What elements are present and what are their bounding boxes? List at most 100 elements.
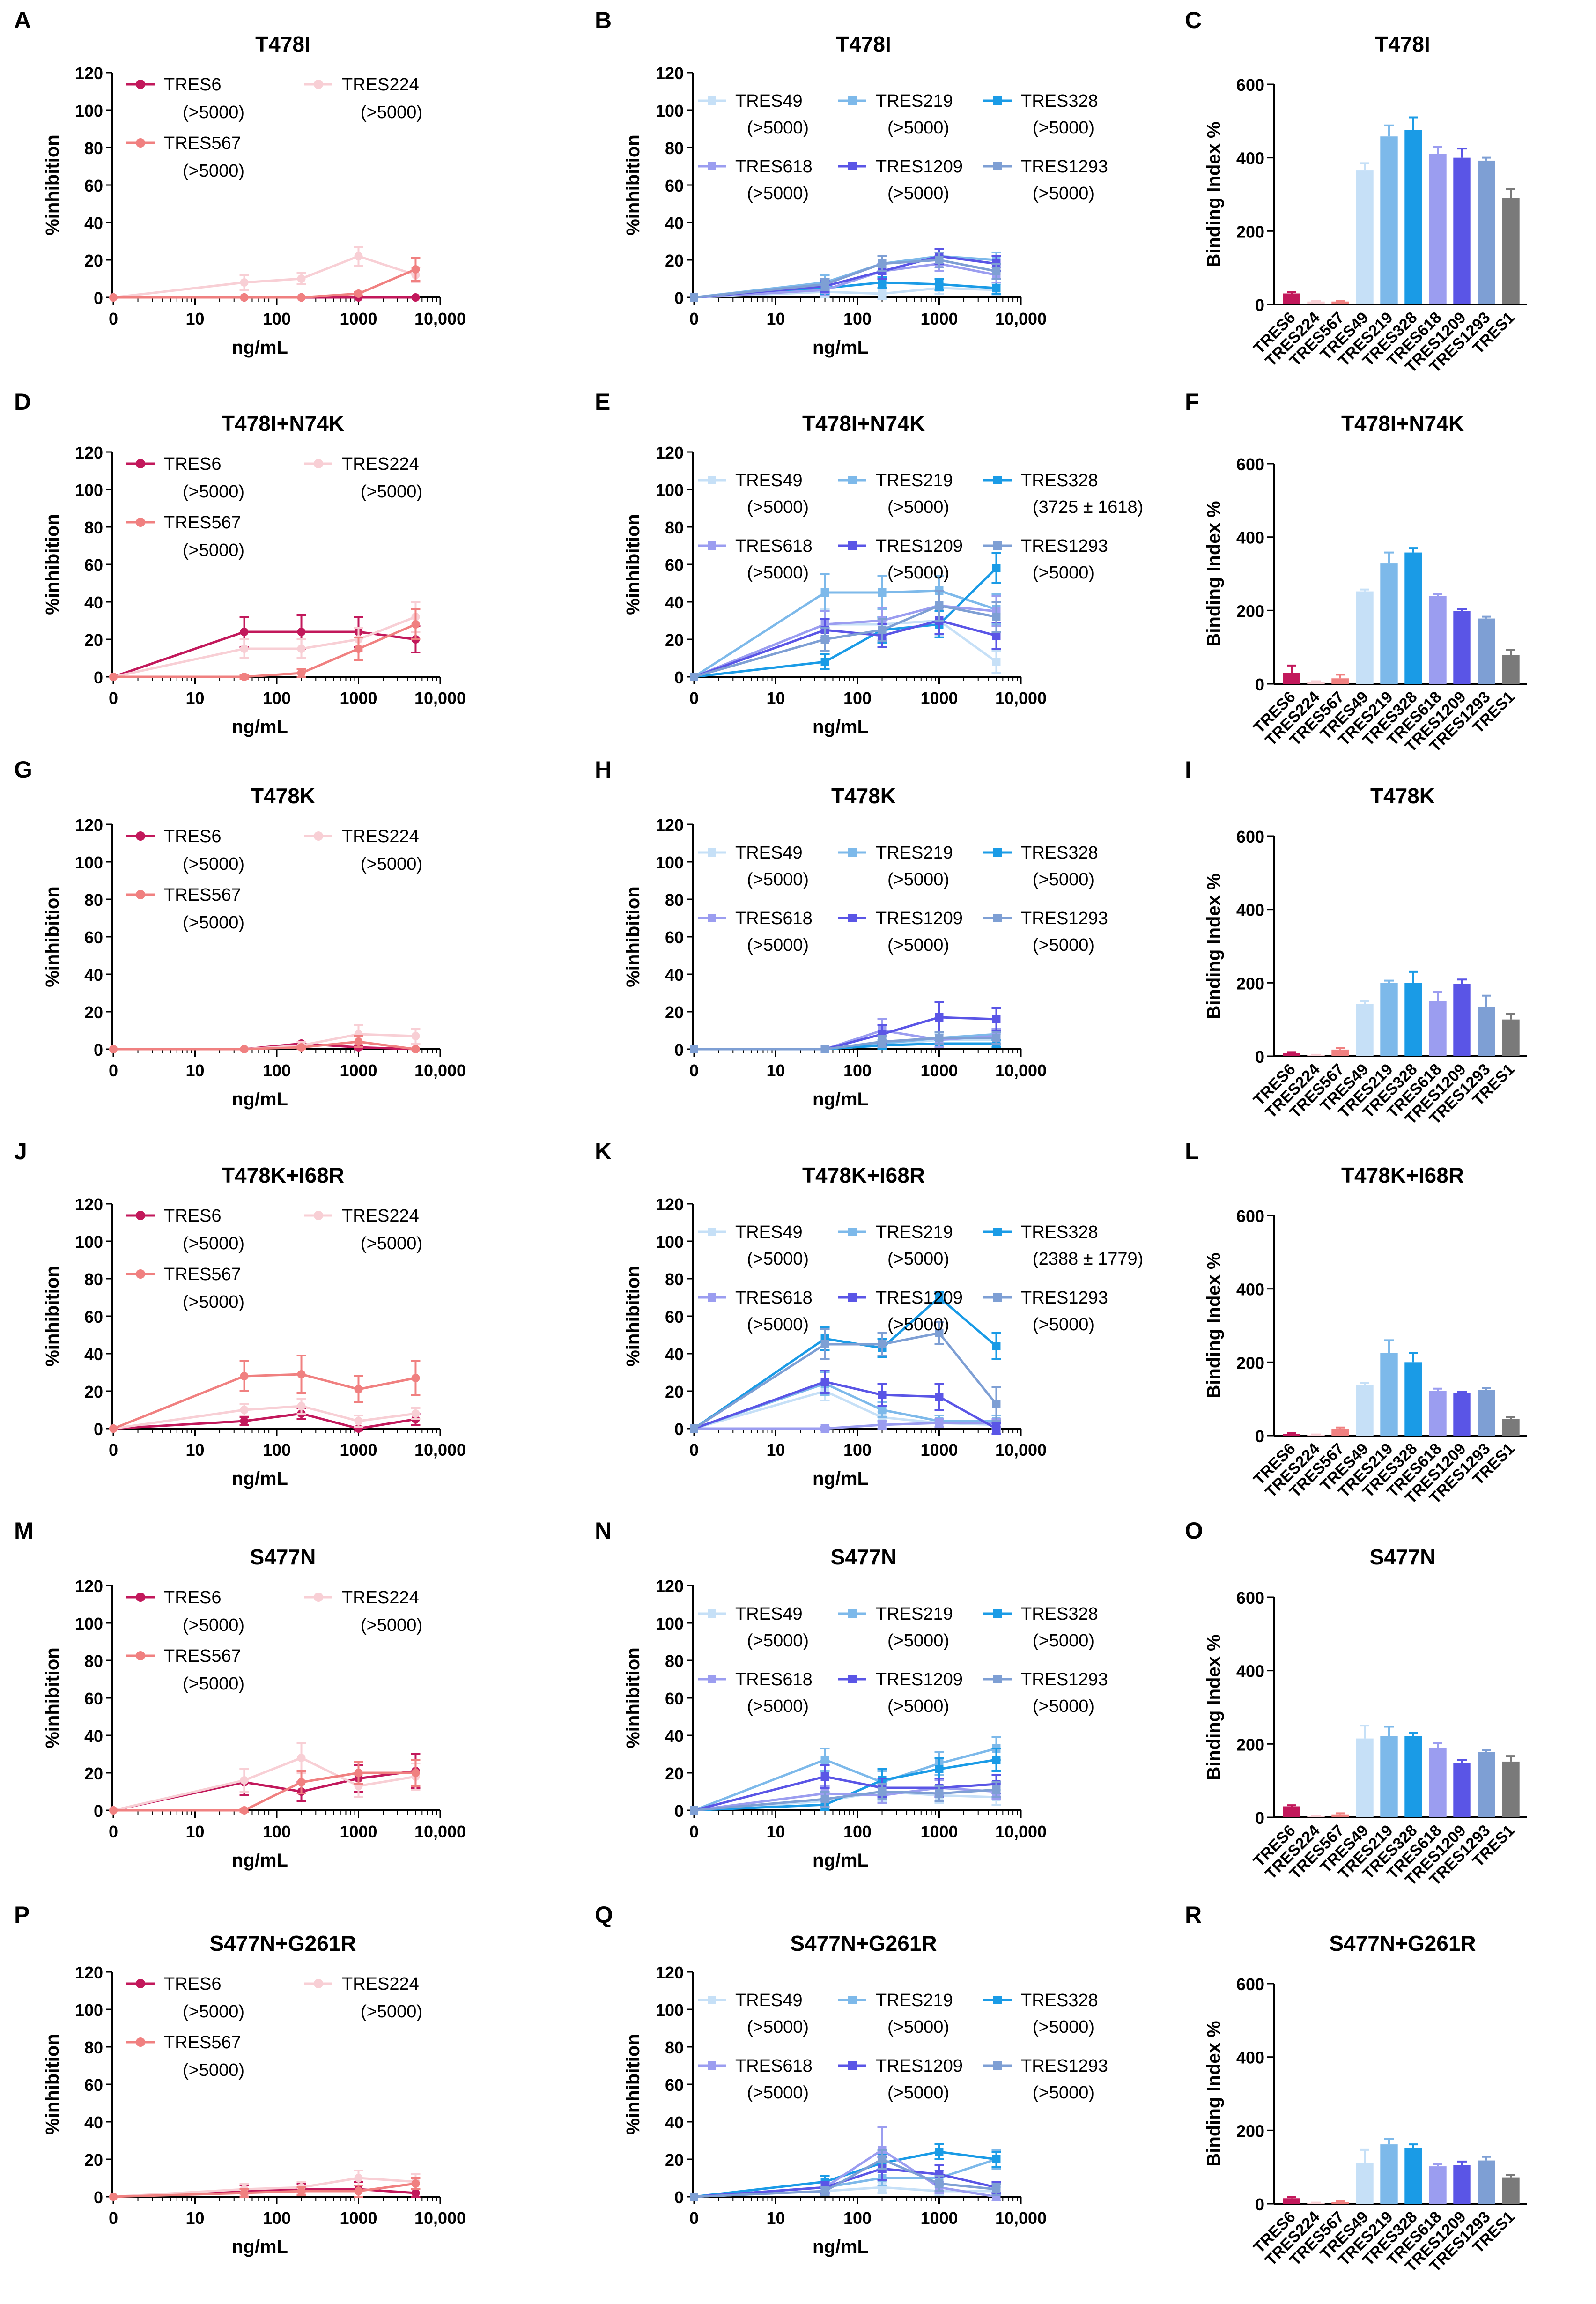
legend-marker	[136, 138, 145, 148]
data-point-TRES567	[297, 293, 306, 302]
series-line-TRES224	[113, 2177, 416, 2198]
data-point-TRES567	[240, 293, 249, 302]
chart-title: T478K	[251, 784, 315, 808]
y-tick-label: 0	[674, 1040, 684, 1059]
x-axis-label: ng/mL	[813, 1089, 869, 1110]
data-point-TRES567	[354, 1037, 363, 1046]
data-point-TRES49	[992, 658, 1001, 666]
legend-marker	[993, 1675, 1002, 1683]
y-axis-label: %inhibition	[623, 886, 643, 987]
data-point-TRES328	[935, 1293, 944, 1302]
legend-marker	[136, 2037, 145, 2047]
panel-G: G T478K 0 20 40 60 80 100 120 0 10 100 1000 10,000 ng/…	[14, 756, 466, 1110]
data-point-TRES567	[411, 1045, 420, 1053]
bar-TRES1293	[1478, 1752, 1495, 1817]
y-tick-label: 120	[656, 1195, 684, 1214]
y-axis-label: %inhibition	[42, 886, 63, 987]
y-axis-label: %inhibition	[623, 2034, 643, 2135]
chart-title: T478I	[255, 32, 310, 56]
y-tick-label: 20	[665, 1764, 684, 1783]
legend-label: TRES328	[1021, 471, 1098, 490]
x-tick-label: 100	[843, 1061, 872, 1080]
series-line-TRES1293	[694, 604, 997, 678]
data-point-TRES567	[240, 673, 249, 681]
x-tick-label: 1000	[920, 309, 958, 328]
legend-marker	[993, 541, 1002, 550]
legend-ic50: (>5000)	[887, 2083, 949, 2103]
panel-letter: M	[14, 1518, 34, 1544]
x-tick-label: 100	[263, 1061, 291, 1080]
x-axis-label: ng/mL	[232, 1468, 288, 1489]
data-point-TRES618	[820, 1424, 829, 1433]
data-point-TRES224	[297, 274, 306, 283]
legend-ic50: (>5000)	[887, 118, 949, 138]
bar-TRES6	[1283, 2198, 1300, 2204]
x-tick-label: 10,000	[995, 1822, 1047, 1841]
bar-TRES328	[1404, 130, 1422, 304]
legend-label: TRES6	[164, 75, 221, 95]
panel-B: B T478I 0 20 40 60 80 100 120 0 10 100 1000 10,000 ng/…	[595, 7, 1108, 358]
chart-title: T478K+I68R	[222, 1163, 344, 1187]
data-point-TRES6	[411, 293, 420, 302]
panel-letter: P	[14, 1902, 30, 1928]
x-tick-label: 10	[185, 1440, 204, 1459]
data-point-TRES1293	[992, 267, 1001, 275]
y-tick-label: 60	[84, 928, 103, 947]
bar-TRES567	[1331, 1814, 1349, 1817]
data-point-TRES224	[411, 1032, 420, 1040]
y-tick-label: 80	[665, 1270, 684, 1289]
data-point-TRES1293	[690, 2193, 698, 2201]
data-point-TRES328	[878, 278, 887, 287]
legend-marker	[708, 1228, 716, 1236]
y-tick-label: 0	[674, 668, 684, 687]
legend-marker	[314, 831, 323, 841]
legend-marker	[993, 1293, 1002, 1302]
y-tick-label: 400	[1236, 1662, 1264, 1681]
data-point-TRES567	[297, 669, 306, 677]
legend-ic50: (>5000)	[747, 2017, 809, 2037]
y-tick-label: 120	[75, 815, 103, 835]
legend-marker	[993, 1996, 1002, 2004]
legend-label: TRES224	[342, 1974, 419, 1994]
y-tick-label: 0	[94, 1420, 103, 1439]
bar-TRES1	[1502, 655, 1520, 684]
y-axis-label: Binding Index %	[1204, 1252, 1224, 1398]
data-point-TRES1293	[992, 2185, 1001, 2193]
x-tick-label: 10,000	[995, 689, 1047, 708]
legend-marker	[708, 914, 716, 922]
series-line-TRES6	[113, 630, 416, 678]
x-tick-label: 0	[109, 689, 118, 708]
bar-TRES6	[1283, 1434, 1300, 1436]
legend-label: TRES219	[876, 91, 953, 111]
legend-marker	[708, 96, 716, 105]
chart-title: S477N	[1370, 1545, 1436, 1569]
legend-label: TRES224	[342, 1588, 419, 1608]
legend-marker	[708, 1609, 716, 1618]
y-axis-label: %inhibition	[42, 134, 63, 236]
y-tick-label: 120	[656, 443, 684, 462]
bar-TRES1	[1502, 1419, 1520, 1436]
y-tick-label: 120	[75, 1195, 103, 1214]
legend-label: TRES224	[342, 1206, 419, 1226]
x-tick-label: 1000	[340, 1822, 377, 1841]
y-tick-label: 200	[1236, 974, 1264, 993]
legend-label: TRES1209	[876, 909, 963, 928]
panel-letter: C	[1185, 7, 1202, 33]
legend-ic50: (>5000)	[887, 1631, 949, 1651]
panel-letter: J	[14, 1138, 27, 1164]
chart-title: S477N+G261R	[1329, 1931, 1476, 1956]
legend-label: TRES6	[164, 827, 221, 846]
y-tick-label: 40	[665, 1345, 684, 1364]
panel-P: P S477N+G261R 0 20 40 60 80 100 120 0 10 100 1000 10,…	[14, 1902, 466, 2257]
legend-ic50: (>5000)	[183, 103, 244, 122]
bar-TRES618	[1429, 1748, 1447, 1817]
x-tick-label: 100	[843, 1440, 872, 1459]
y-tick-label: 100	[656, 481, 684, 500]
y-tick-label: 80	[665, 2038, 684, 2057]
legend-label: TRES618	[735, 536, 813, 556]
panel-letter: G	[14, 756, 32, 783]
y-tick-label: 20	[84, 2150, 103, 2170]
y-tick-label: 60	[84, 1307, 103, 1326]
